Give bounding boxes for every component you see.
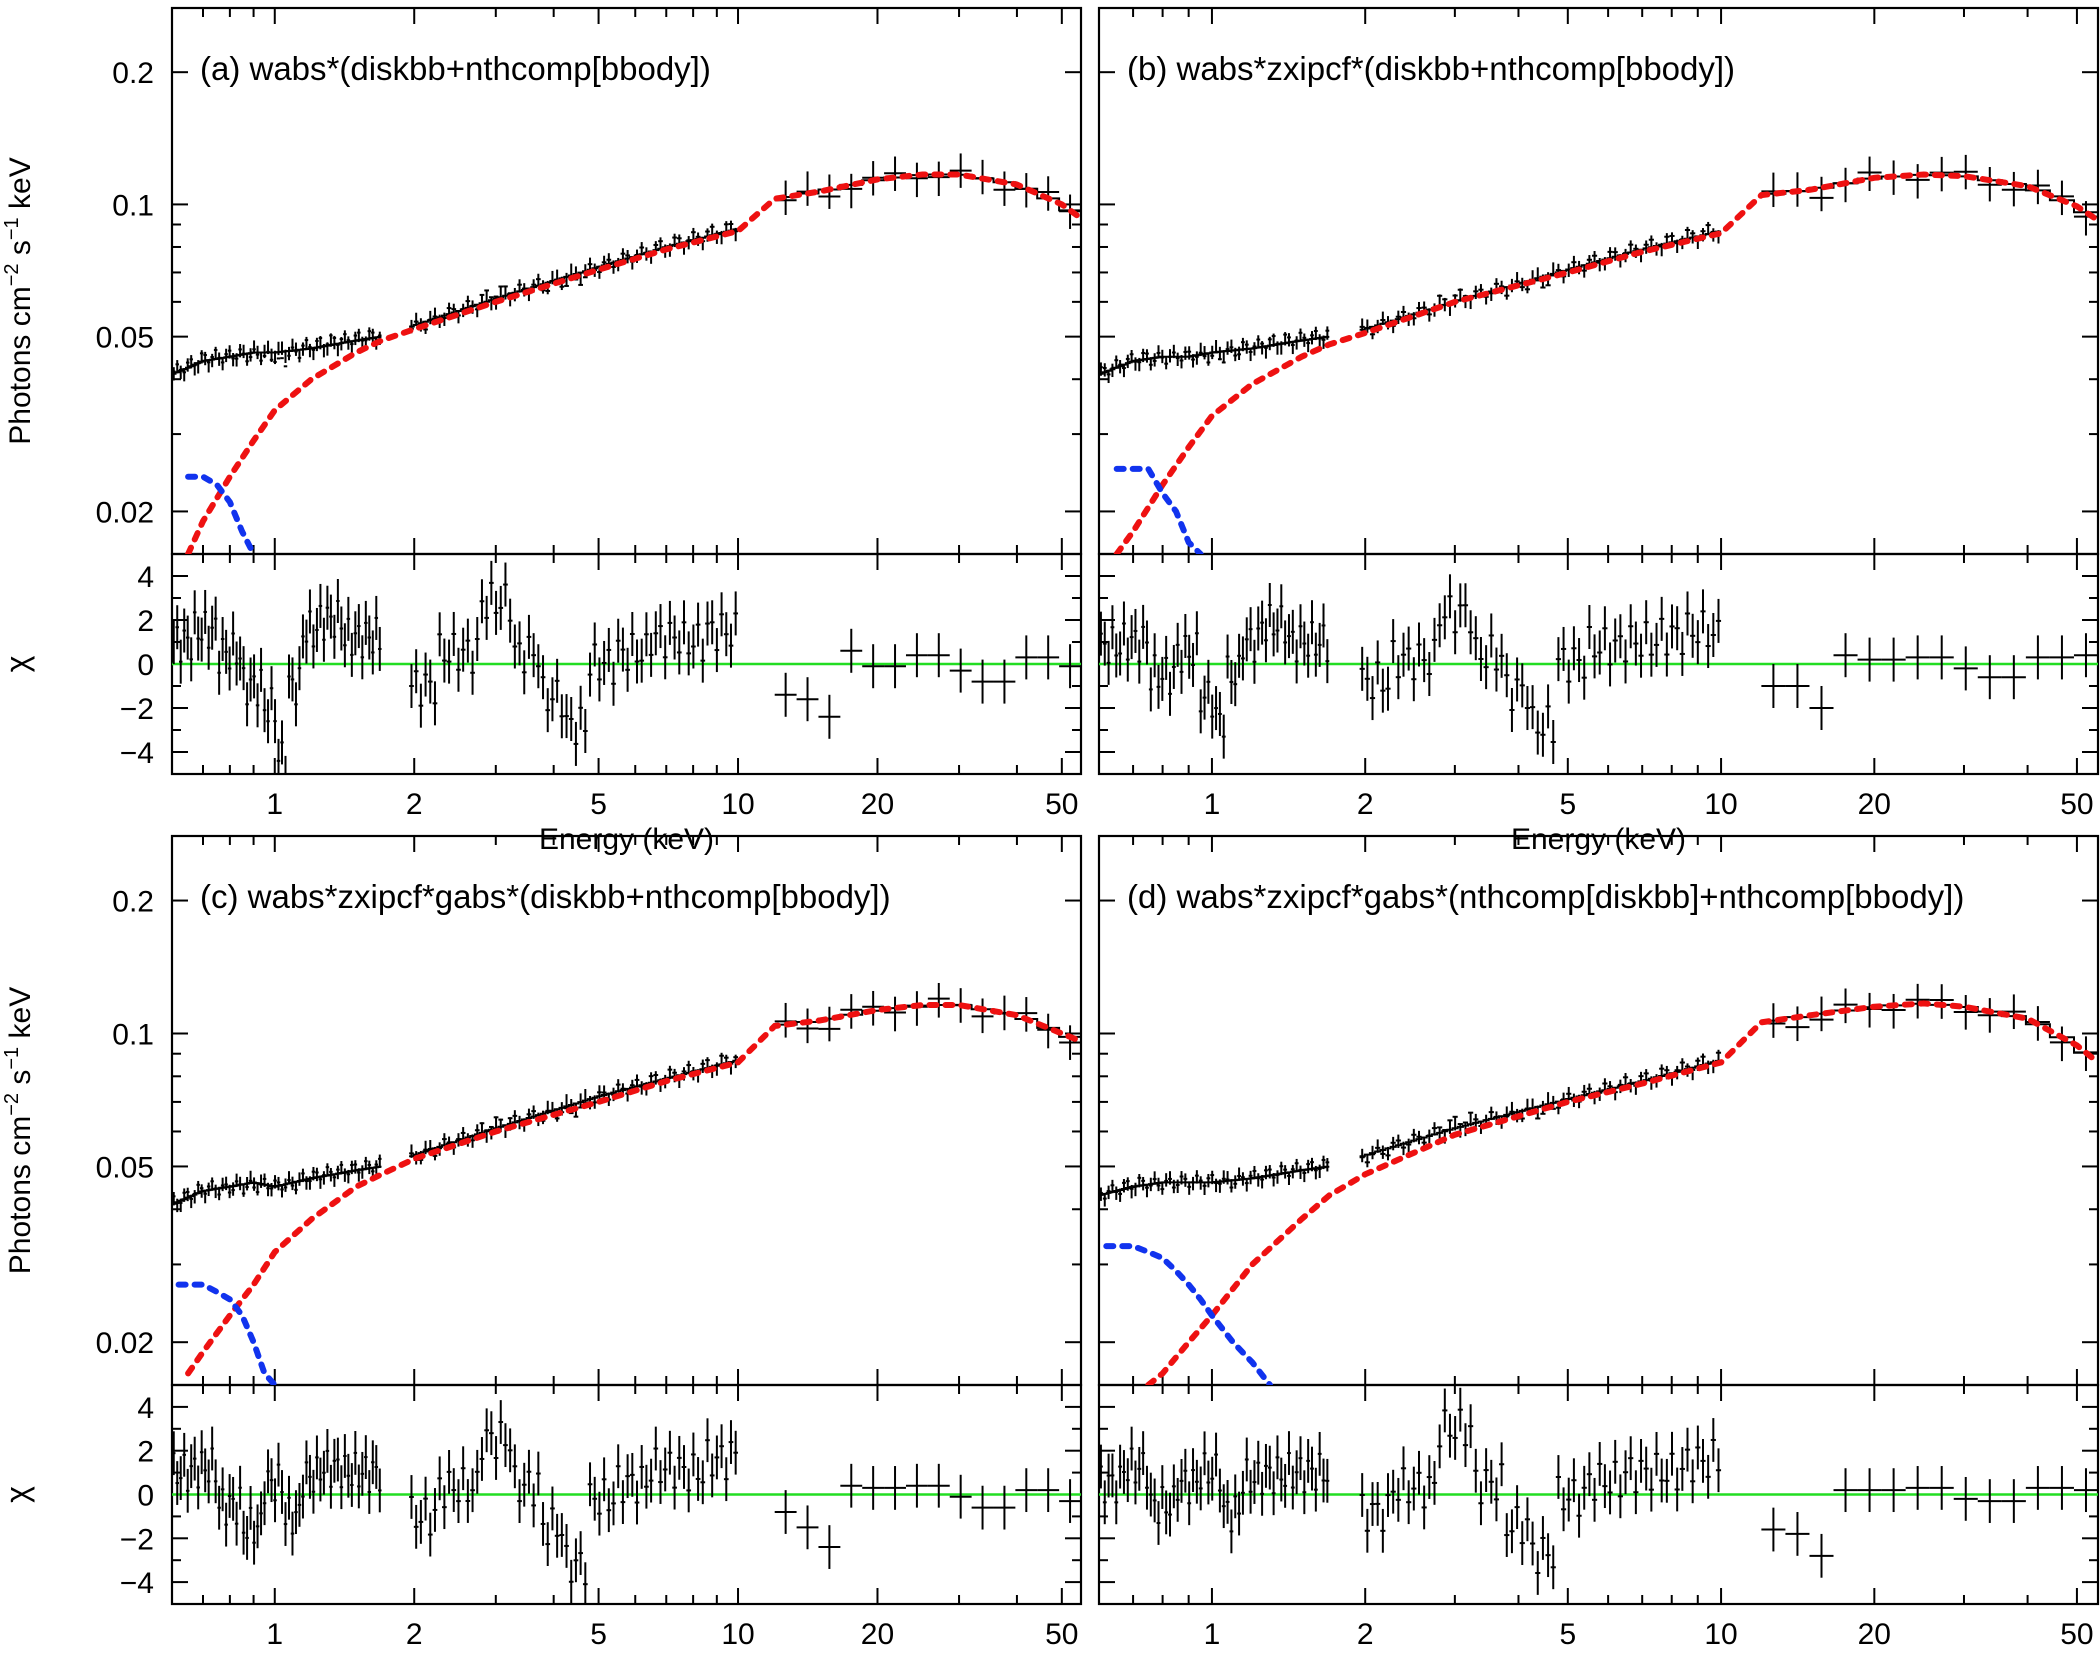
x-tick-label: 5 [590, 788, 607, 821]
residual-axis-title: χ [0, 655, 35, 672]
residual-y-tick-label: 0 [137, 1480, 154, 1513]
x-tick-label: 20 [1858, 1618, 1891, 1651]
x-tick-label: 20 [1858, 788, 1891, 821]
blue-component-curve [1103, 1243, 1273, 1385]
y-axis-title-part: keV [4, 987, 37, 1047]
y-axis-title-part: s [4, 240, 37, 263]
y-tick-label: 0.2 [112, 886, 154, 919]
y-tick-label: 0.2 [112, 57, 154, 90]
red-component-curve [185, 1002, 1081, 1377]
x-tick-label: 1 [266, 1618, 283, 1651]
x-tick-label: 10 [721, 1618, 754, 1651]
residual-plot [172, 1400, 1081, 1604]
spectrum-frame [170, 6, 1083, 556]
red-component-curve [1113, 171, 2098, 554]
y-tick-label: 0.1 [112, 189, 154, 222]
panel-title: (d) wabs*zxipcf*gabs*(nthcomp[diskbb]+nt… [1127, 878, 1964, 915]
spectrum-frame [1097, 6, 2100, 556]
panel-c: (c) wabs*zxipcf*gabs*(diskbb+nthcomp[bbo… [0, 834, 1083, 1656]
y-tick-label: 0.05 [96, 1151, 154, 1184]
x-tick-label: 5 [1559, 1618, 1576, 1651]
residual-y-tick-label: 4 [137, 1392, 154, 1425]
x-tick-label: 2 [406, 1618, 423, 1651]
x-tick-label: 1 [1204, 1618, 1221, 1651]
residual-plot [1099, 574, 2098, 765]
residual-y-tick-label: 4 [137, 561, 154, 594]
residual-plot [1099, 1387, 2098, 1595]
panel-title: (c) wabs*zxipcf*gabs*(diskbb+nthcomp[bbo… [200, 878, 891, 915]
panel-b: (b) wabs*zxipcf*(diskbb+nthcomp[bbody]) 1… [1097, 6, 2100, 856]
y-axis-title-part: s [4, 1070, 37, 1093]
x-tick-label: 10 [721, 788, 754, 821]
y-axis-title-part: Photons cm [4, 286, 37, 444]
blue-component-curve [185, 473, 257, 554]
y-axis-title-sup: −2 [1, 1093, 23, 1116]
residual-y-tick-label: 0 [137, 649, 154, 682]
residual-axis-title: χ [0, 1486, 35, 1503]
model-step-line [172, 335, 382, 375]
x-tick-label: 5 [590, 1618, 607, 1651]
y-axis-title-sup: −2 [1, 263, 23, 286]
y-tick-label: 0.02 [96, 496, 154, 529]
x-tick-label: 2 [406, 788, 423, 821]
spectrum-plot [172, 153, 1081, 554]
x-tick-label: 20 [861, 1618, 894, 1651]
spectrum-frame [170, 834, 1083, 1387]
x-tick-label: 50 [1045, 1618, 1078, 1651]
residual-y-tick-label: −2 [120, 693, 154, 726]
blue-component-curve [175, 1281, 278, 1385]
x-axis-title: Energy (keV) [539, 1653, 714, 1656]
panel-title: (a) wabs*(diskbb+nthcomp[bbody]) [200, 50, 711, 87]
model-step-line [1099, 335, 1330, 375]
x-axis-title: Energy (keV) [539, 823, 714, 856]
x-tick-label: 50 [2060, 1618, 2093, 1651]
y-axis-title-sup: −1 [1, 1047, 23, 1070]
panel-title: (b) wabs*zxipcf*(diskbb+nthcomp[bbody]) [1127, 50, 1735, 87]
y-tick-label: 0.1 [112, 1018, 154, 1051]
y-tick-label: 0.05 [96, 322, 154, 355]
y-axis-title: Photons cm−2 s−1 keV [1, 157, 37, 444]
spectrum-frame [1097, 834, 2100, 1387]
x-tick-label: 1 [1204, 788, 1221, 821]
x-tick-label: 2 [1357, 788, 1374, 821]
y-axis-title-part: Photons cm [4, 1116, 37, 1274]
model-step-line [172, 1165, 382, 1205]
residual-y-tick-label: 2 [137, 605, 154, 638]
residual-plot [172, 560, 1081, 774]
x-tick-label: 1 [266, 788, 283, 821]
panel-a: (a) wabs*(diskbb+nthcomp[bbody])1 2 5 10 20 5… [0, 6, 1083, 856]
y-axis-title: Photons cm−2 s−1 keV [1, 987, 37, 1274]
x-axis-title: Energy (keV) [1511, 823, 1686, 856]
x-tick-label: 10 [1704, 1618, 1737, 1651]
residual-y-tick-label: −2 [120, 1523, 154, 1556]
y-axis-title-part: keV [4, 157, 37, 217]
spectrum-plot [1099, 154, 2098, 554]
blue-component-curve [1113, 465, 1204, 554]
y-tick-label: 0.02 [96, 1327, 154, 1360]
x-tick-label: 20 [861, 788, 894, 821]
x-tick-label: 50 [2060, 788, 2093, 821]
y-axis-title-sup: −1 [1, 217, 23, 240]
red-component-curve [185, 171, 1081, 554]
x-axis-title: Energy (keV) [1511, 1653, 1686, 1656]
model-step-line [1099, 1165, 1330, 1196]
x-tick-label: 5 [1559, 788, 1576, 821]
spectrum-plot [1099, 983, 2098, 1385]
spectrum-plot [172, 982, 1081, 1385]
residual-y-tick-label: 2 [137, 1436, 154, 1469]
red-component-curve [1145, 1000, 2098, 1385]
residual-y-tick-label: −4 [120, 1567, 154, 1600]
x-tick-label: 10 [1704, 788, 1737, 821]
x-tick-label: 2 [1357, 1618, 1374, 1651]
panel-d: (d) wabs*zxipcf*gabs*(nthcomp[diskbb]+nt… [1097, 834, 2100, 1656]
residual-y-tick-label: −4 [120, 737, 154, 770]
x-tick-label: 50 [1045, 788, 1078, 821]
